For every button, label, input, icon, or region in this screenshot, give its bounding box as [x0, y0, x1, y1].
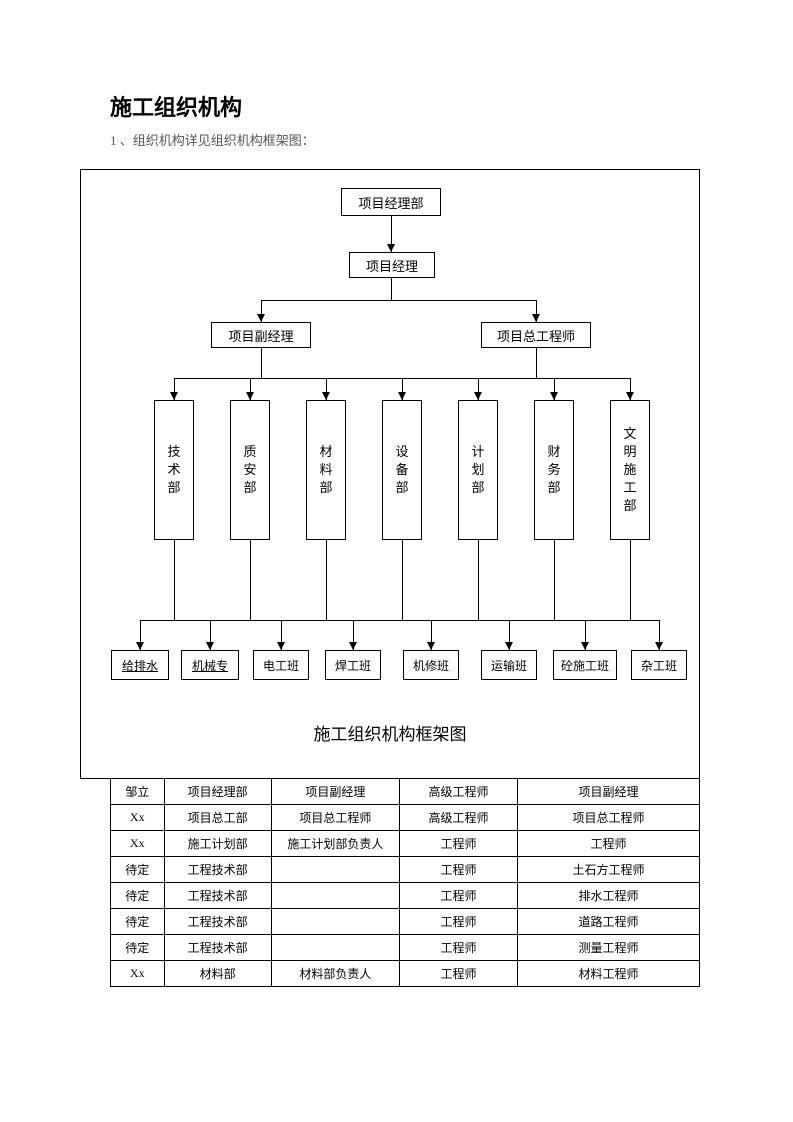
table-cell: 项目经理部: [164, 779, 271, 805]
table-cell: 测量工程师: [517, 935, 699, 961]
table-cell: 项目总工程师: [517, 805, 699, 831]
node-root: 项目经理部: [341, 188, 441, 216]
table-cell: 工程技术部: [164, 935, 271, 961]
node-manager: 项目经理: [349, 252, 435, 278]
table-cell: 材料部负责人: [271, 961, 400, 987]
table-cell: 工程技术部: [164, 883, 271, 909]
table-cell: 土石方工程师: [517, 857, 699, 883]
leaf-l3: 电工班: [253, 650, 309, 680]
table-cell: 高级工程师: [400, 779, 518, 805]
table-row: 邹立项目经理部项目副经理高级工程师项目副经理: [111, 779, 700, 805]
page-title: 施工组织机构: [110, 90, 718, 122]
staff-table: 邹立项目经理部项目副经理高级工程师项目副经理Xx项目总工部项目总工程师高级工程师…: [110, 778, 700, 987]
table-cell: 待定: [111, 883, 165, 909]
dept-d1: 技术部: [154, 400, 194, 540]
table-cell: Xx: [111, 961, 165, 987]
table-cell: [271, 883, 400, 909]
dept-d6: 财务部: [534, 400, 574, 540]
table-cell: [271, 909, 400, 935]
table-cell: 待定: [111, 857, 165, 883]
table-cell: 工程师: [400, 909, 518, 935]
table-cell: 工程师: [400, 961, 518, 987]
node-chief: 项目总工程师: [481, 322, 591, 348]
leaf-l7: 砼施工班: [553, 650, 617, 680]
table-cell: 项目总工程师: [271, 805, 400, 831]
table-cell: 项目副经理: [271, 779, 400, 805]
leaf-l4: 焊工班: [325, 650, 381, 680]
table-cell: 待定: [111, 909, 165, 935]
table-row: 待定工程技术部 工程师道路工程师: [111, 909, 700, 935]
table-cell: 材料部: [164, 961, 271, 987]
table-cell: 高级工程师: [400, 805, 518, 831]
orgchart-caption: 施工组织机构框架图: [81, 720, 699, 745]
dept-d7: 文明施工部: [610, 400, 650, 540]
dept-d4: 设备部: [382, 400, 422, 540]
table-cell: 邹立: [111, 779, 165, 805]
table-row: Xx项目总工部项目总工程师高级工程师项目总工程师: [111, 805, 700, 831]
node-vice: 项目副经理: [211, 322, 311, 348]
table-cell: 项目副经理: [517, 779, 699, 805]
table-row: 待定工程技术部 工程师测量工程师: [111, 935, 700, 961]
orgchart-frame: 项目经理部项目经理项目副经理 项目总工程师技术部质安部材料部设备部计划部财务部文明…: [80, 169, 700, 779]
table-row: Xx材料部材料部负责人工程师材料工程师: [111, 961, 700, 987]
table-cell: 道路工程师: [517, 909, 699, 935]
leaf-l5: 机修班: [403, 650, 459, 680]
table-cell: 项目总工部: [164, 805, 271, 831]
table-cell: 工程技术部: [164, 857, 271, 883]
table-cell: 工程师: [400, 935, 518, 961]
table-row: 待定工程技术部 工程师土石方工程师: [111, 857, 700, 883]
table-cell: Xx: [111, 831, 165, 857]
table-row: Xx施工计划部施工计划部负责人工程师工程师: [111, 831, 700, 857]
table-cell: 工程师: [400, 857, 518, 883]
table-cell: 施工计划部负责人: [271, 831, 400, 857]
table-cell: 待定: [111, 935, 165, 961]
table-cell: 工程师: [400, 831, 518, 857]
leaf-l6: 运输班: [481, 650, 537, 680]
table-cell: 工程师: [400, 883, 518, 909]
table-row: 待定工程技术部 工程师排水工程师: [111, 883, 700, 909]
table-cell: 排水工程师: [517, 883, 699, 909]
table-cell: Xx: [111, 805, 165, 831]
leaf-l8: 杂工班: [631, 650, 687, 680]
dept-d3: 材料部: [306, 400, 346, 540]
dept-d5: 计划部: [458, 400, 498, 540]
table-cell: 工程师: [517, 831, 699, 857]
page-subtitle: 1 、组织机构详见组织机构框架图：: [110, 130, 718, 149]
table-cell: 材料工程师: [517, 961, 699, 987]
table-cell: [271, 857, 400, 883]
table-cell: [271, 935, 400, 961]
dept-d2: 质安部: [230, 400, 270, 540]
leaf-l2: 机械专: [181, 650, 239, 680]
table-cell: 工程技术部: [164, 909, 271, 935]
leaf-l1: 给排水: [111, 650, 169, 680]
table-cell: 施工计划部: [164, 831, 271, 857]
